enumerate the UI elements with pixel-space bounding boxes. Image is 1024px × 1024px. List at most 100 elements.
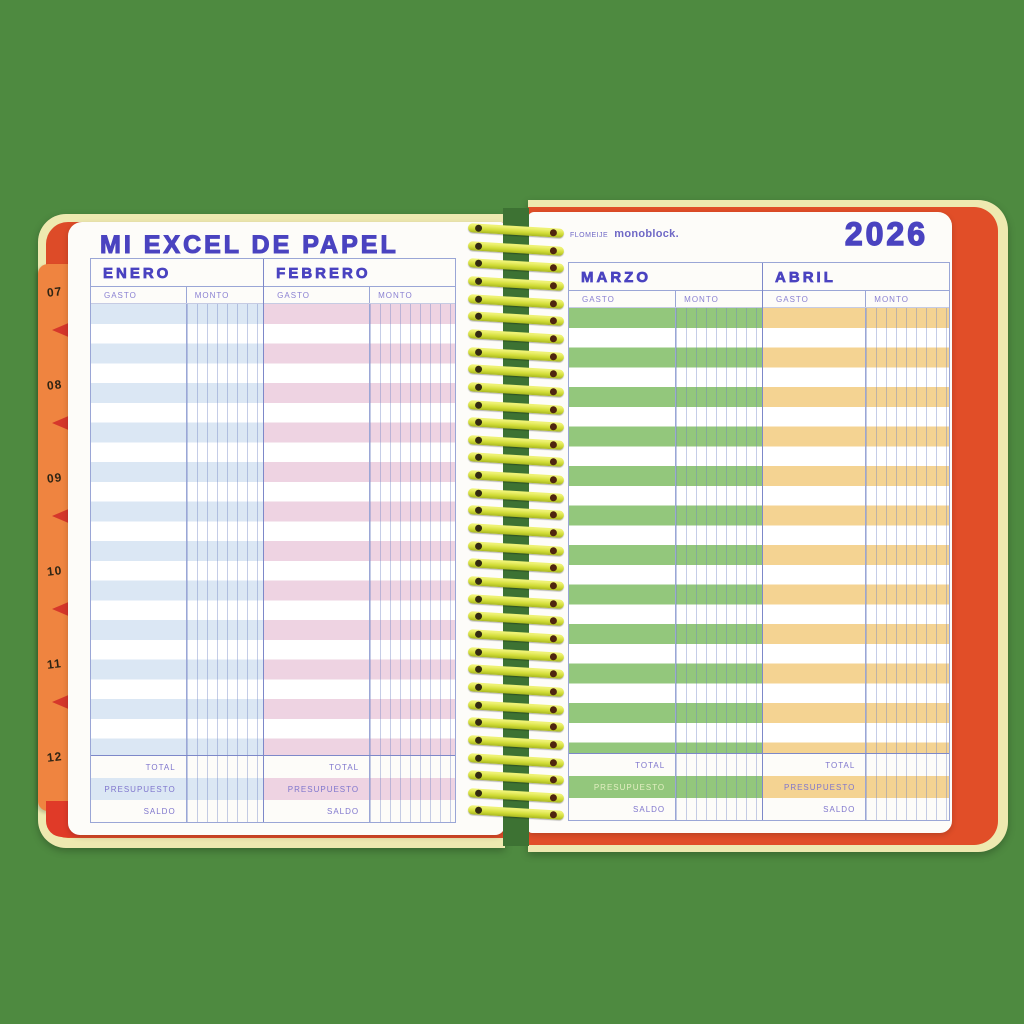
spiral-coil <box>467 734 565 750</box>
spiral-coil <box>467 787 565 803</box>
entry-rows <box>763 308 949 753</box>
summary-rows: TOTAL PRESUPUESTO SALDO <box>264 755 455 822</box>
spiral-coil <box>467 364 565 380</box>
spiral-coil <box>467 223 565 238</box>
spiral-coil <box>467 611 565 627</box>
spiral-coil <box>467 805 565 821</box>
total-label: TOTAL <box>825 760 856 770</box>
index-tab-11: 11 <box>46 656 63 672</box>
spiral-coil <box>467 646 565 662</box>
column-header-row: GASTO MONTO <box>264 287 455 304</box>
summary-rows: TOTAL PRESUPUESTO SALDO <box>91 755 264 822</box>
entry-rows <box>569 308 763 753</box>
saldo-row: SALDO <box>91 800 263 822</box>
spiral-coil <box>467 540 565 556</box>
presupuesto-label: PRESUPUESTO <box>104 784 176 794</box>
total-label: TOTAL <box>329 762 360 772</box>
spiral-coil <box>467 523 565 538</box>
spiral-coil <box>467 240 565 256</box>
total-row: TOTAL <box>91 756 263 778</box>
spiral-coil <box>467 293 565 309</box>
month-section-marzo: MARZO GASTO MONTO TOTAL PRESUPUESTO SALD… <box>569 263 763 820</box>
left-page: MI EXCEL DE PAPEL ENERO GASTO MONTO TOTA… <box>68 222 505 835</box>
spiral-coil <box>467 470 565 486</box>
presupuesto-label: PRESUPUESTO <box>783 782 856 792</box>
spiral-coil <box>467 505 565 521</box>
presupuesto-label: PRESUPUESTO <box>593 782 666 792</box>
spiral-coil <box>467 629 565 644</box>
spiral-coil <box>467 258 565 274</box>
summary-rows: TOTAL PRESUPUESTO SALDO <box>569 753 763 820</box>
monto-ruled-lines <box>185 756 264 822</box>
month-table-right: MARZO GASTO MONTO TOTAL PRESUPUESTO SALD… <box>568 262 950 821</box>
monto-ruled-lines <box>865 308 949 753</box>
column-header-row: GASTO MONTO <box>763 291 949 308</box>
month-name-marzo: MARZO <box>569 263 763 291</box>
column-header-gasto: GASTO <box>776 294 809 304</box>
spiral-coil <box>467 434 565 450</box>
entry-rows <box>91 304 264 755</box>
monto-ruled-lines <box>675 308 763 753</box>
spiral-coil <box>467 576 565 591</box>
saldo-row: SALDO <box>569 798 762 820</box>
month-section-abril: ABRIL GASTO MONTO TOTAL PRESUPUESTO SALD… <box>762 263 949 820</box>
month-name-abril: ABRIL <box>763 263 949 291</box>
spiral-coil <box>467 346 565 362</box>
month-table-left: ENERO GASTO MONTO TOTAL PRESUPUESTO SALD… <box>90 258 456 823</box>
brand-logos: FLOMEIJE monoblock. <box>570 228 679 240</box>
total-row: TOTAL <box>264 756 455 778</box>
column-header-row: GASTO MONTO <box>569 291 763 308</box>
spiral-coil <box>467 699 565 715</box>
presupuesto-row: PRESUPUESTO <box>264 778 455 800</box>
entry-rows <box>264 304 455 755</box>
saldo-label: SALDO <box>633 804 666 814</box>
index-tab-08: 08 <box>46 377 64 393</box>
presupuesto-row: PRESUPUESTO <box>569 776 763 798</box>
spiral-coil <box>467 417 565 433</box>
spiral-coil <box>467 487 565 503</box>
presupuesto-row: PRESUPUESTO <box>763 776 949 798</box>
spiral-coil <box>467 717 565 733</box>
spiral-coil <box>467 452 565 468</box>
spiral-coil <box>467 558 565 574</box>
spiral-coil <box>467 276 565 291</box>
total-label: TOTAL <box>635 760 666 770</box>
column-header-monto: MONTO <box>865 291 949 307</box>
saldo-label: SALDO <box>326 806 360 816</box>
spiral-coil <box>467 311 565 327</box>
page-title: MI EXCEL DE PAPEL <box>99 230 399 259</box>
column-header-gasto: GASTO <box>277 290 311 300</box>
column-header-monto: MONTO <box>185 287 263 303</box>
presupuesto-row: PRESUPUESTO <box>91 778 264 800</box>
column-header-monto: MONTO <box>369 287 455 303</box>
monto-ruled-lines <box>185 304 264 755</box>
spiral-coil <box>467 381 565 397</box>
index-tab-07: 07 <box>46 284 64 300</box>
saldo-row: SALDO <box>763 798 949 820</box>
saldo-label: SALDO <box>143 806 176 816</box>
spiral-coil <box>467 399 565 415</box>
spiral-coil <box>467 752 565 768</box>
index-tab-09: 09 <box>46 470 64 486</box>
index-tab-12: 12 <box>46 749 64 765</box>
spiral-coil <box>467 664 565 680</box>
month-section-febrero: FEBRERO GASTO MONTO TOTAL PRESUPUESTO SA… <box>263 259 455 822</box>
monoblock-logo: monoblock. <box>614 228 679 240</box>
monto-ruled-lines <box>369 756 455 822</box>
total-row: TOTAL <box>569 754 762 776</box>
saldo-row: SALDO <box>264 800 455 822</box>
presupuesto-label: PRESUPUESTO <box>287 784 360 794</box>
year-label: 2026 <box>844 215 928 252</box>
month-name-febrero: FEBRERO <box>264 259 455 287</box>
month-section-enero: ENERO GASTO MONTO TOTAL PRESUPUESTO SALD… <box>91 259 264 822</box>
total-row: TOTAL <box>763 754 949 776</box>
collab-logo: FLOMEIJE <box>570 232 609 239</box>
spiral-coil <box>467 593 565 609</box>
monto-ruled-lines <box>675 754 763 820</box>
monto-ruled-lines <box>865 754 949 820</box>
month-name-enero: ENERO <box>91 259 264 287</box>
spiral-coil <box>467 328 565 344</box>
column-header-monto: MONTO <box>675 291 762 307</box>
spiral-coil <box>467 770 565 786</box>
